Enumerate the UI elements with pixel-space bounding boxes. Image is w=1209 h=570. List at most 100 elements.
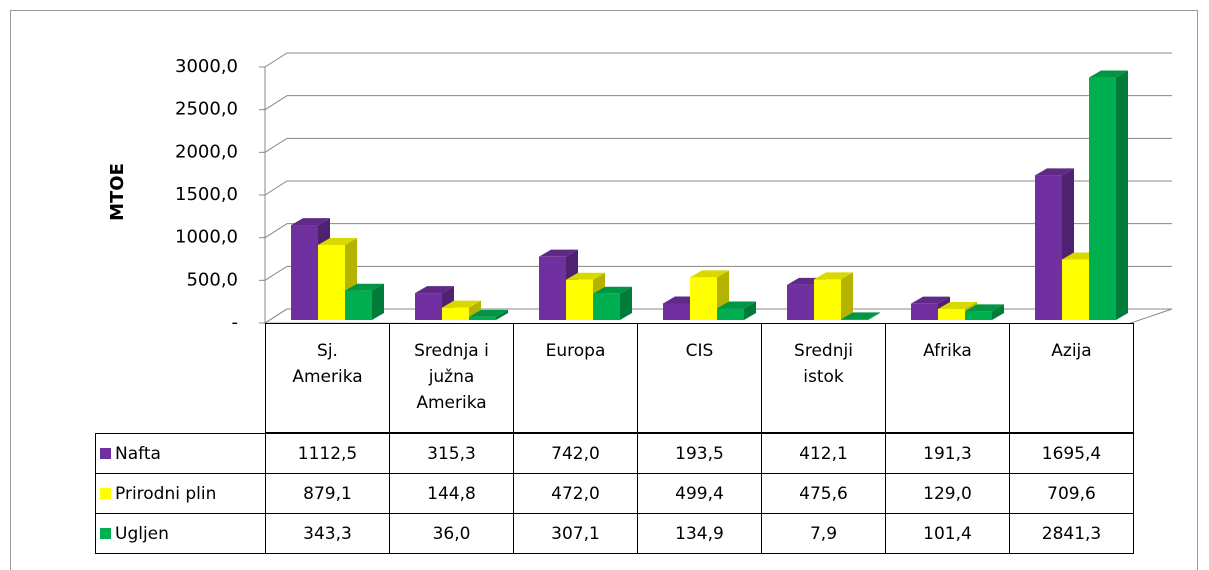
cell-text: CIS bbox=[685, 341, 714, 361]
y-tick-label: - bbox=[232, 312, 239, 333]
bar-top bbox=[345, 283, 384, 291]
bar-side bbox=[496, 309, 508, 320]
cell-text: 1695,4 bbox=[1041, 443, 1102, 464]
legend-swatch bbox=[100, 448, 111, 459]
bar-top bbox=[1035, 168, 1074, 176]
value-cell: 879,1 bbox=[265, 473, 390, 514]
grid-line bbox=[264, 180, 1172, 196]
bar bbox=[291, 225, 318, 320]
value-cell: 1695,4 bbox=[1009, 433, 1134, 474]
cell-text: 1112,5 bbox=[297, 443, 358, 464]
cell-text: 36,0 bbox=[432, 523, 471, 544]
value-cell: 36,0 bbox=[389, 513, 514, 554]
bar-side bbox=[868, 312, 880, 320]
cell-text: 499,4 bbox=[675, 483, 724, 504]
bar-top bbox=[566, 272, 605, 280]
bar bbox=[841, 319, 868, 320]
bar-side bbox=[620, 286, 632, 320]
bar bbox=[593, 293, 620, 320]
cell-text: Afrika bbox=[923, 341, 972, 361]
bar bbox=[318, 244, 345, 320]
bar bbox=[663, 303, 690, 320]
cell-text: 129,0 bbox=[923, 483, 972, 504]
value-cell: 1112,5 bbox=[265, 433, 390, 474]
bar bbox=[442, 307, 469, 320]
bar bbox=[938, 308, 965, 320]
cell-text: 101,4 bbox=[923, 523, 972, 544]
bar-top bbox=[415, 286, 454, 294]
category-header: Afrika bbox=[885, 323, 1010, 433]
cell-text: Sj. Amerika bbox=[292, 341, 363, 387]
bar bbox=[1062, 259, 1089, 320]
legend-entry: Prirodni plin bbox=[95, 473, 266, 514]
value-cell: 144,8 bbox=[389, 473, 514, 514]
bar-top bbox=[717, 301, 756, 309]
cell-text: Europa bbox=[545, 341, 606, 361]
bar bbox=[911, 303, 938, 320]
legend-entry: Ugljen bbox=[95, 513, 266, 554]
bar-side bbox=[372, 283, 384, 320]
bar-side bbox=[841, 272, 853, 320]
bar bbox=[814, 279, 841, 320]
value-cell: 7,9 bbox=[761, 513, 886, 554]
y-tick-label: 500,0 bbox=[186, 269, 238, 290]
bar-side bbox=[992, 304, 1004, 320]
value-cell: 475,6 bbox=[761, 473, 886, 514]
value-cell: 742,0 bbox=[513, 433, 638, 474]
cell-text: 343,3 bbox=[303, 523, 352, 544]
cell-text: 7,9 bbox=[809, 523, 838, 544]
value-cell: 191,3 bbox=[885, 433, 1010, 474]
y-tick-label: 2000,0 bbox=[175, 141, 238, 162]
bar bbox=[1035, 175, 1062, 320]
bar bbox=[566, 279, 593, 320]
value-cell: 2841,3 bbox=[1009, 513, 1134, 554]
grid-line bbox=[264, 137, 1172, 153]
cell-text: 315,3 bbox=[427, 443, 476, 464]
bar-top bbox=[841, 312, 880, 320]
value-cell: 193,5 bbox=[637, 433, 762, 474]
value-cell: 343,3 bbox=[265, 513, 390, 554]
grid-line bbox=[264, 308, 1172, 324]
bar-side bbox=[744, 301, 756, 320]
legend-label: Prirodni plin bbox=[115, 483, 217, 504]
bar bbox=[469, 316, 496, 320]
bar-side bbox=[1116, 70, 1128, 321]
legend-entry: Nafta bbox=[95, 433, 266, 474]
bar-top bbox=[593, 286, 632, 294]
bar bbox=[1089, 77, 1116, 321]
cell-text: 412,1 bbox=[799, 443, 848, 464]
legend-label: Nafta bbox=[115, 443, 161, 464]
grid-line bbox=[264, 52, 1172, 68]
category-header: Srednji istok bbox=[761, 323, 886, 433]
legend-swatch bbox=[100, 528, 111, 539]
bar bbox=[965, 311, 992, 320]
bar-top bbox=[539, 249, 578, 257]
cell-text: 134,9 bbox=[675, 523, 724, 544]
cell-text: 709,6 bbox=[1047, 483, 1096, 504]
bar bbox=[415, 293, 442, 320]
category-header: Sj. Amerika bbox=[265, 323, 390, 433]
cell-text: 193,5 bbox=[675, 443, 724, 464]
cell-text: Srednja i južna Amerika bbox=[414, 341, 489, 413]
value-cell: 101,4 bbox=[885, 513, 1010, 554]
cell-text: Srednji istok bbox=[794, 341, 853, 387]
grid-line bbox=[264, 95, 1172, 111]
value-cell: 134,9 bbox=[637, 513, 762, 554]
bar bbox=[717, 308, 744, 320]
value-cell: 499,4 bbox=[637, 473, 762, 514]
cell-text: Azija bbox=[1051, 341, 1092, 361]
cell-text: 472,0 bbox=[551, 483, 600, 504]
bar-side bbox=[469, 300, 481, 320]
cell-text: 191,3 bbox=[923, 443, 972, 464]
bar-top bbox=[291, 218, 330, 226]
bar-top bbox=[442, 300, 481, 308]
y-tick-label: 2500,0 bbox=[175, 99, 238, 120]
bar bbox=[690, 277, 717, 320]
value-cell: 315,3 bbox=[389, 433, 514, 474]
bar-top bbox=[938, 301, 977, 309]
legend-swatch bbox=[100, 488, 111, 499]
y-tick-label: 1500,0 bbox=[175, 184, 238, 205]
bar bbox=[539, 256, 566, 320]
